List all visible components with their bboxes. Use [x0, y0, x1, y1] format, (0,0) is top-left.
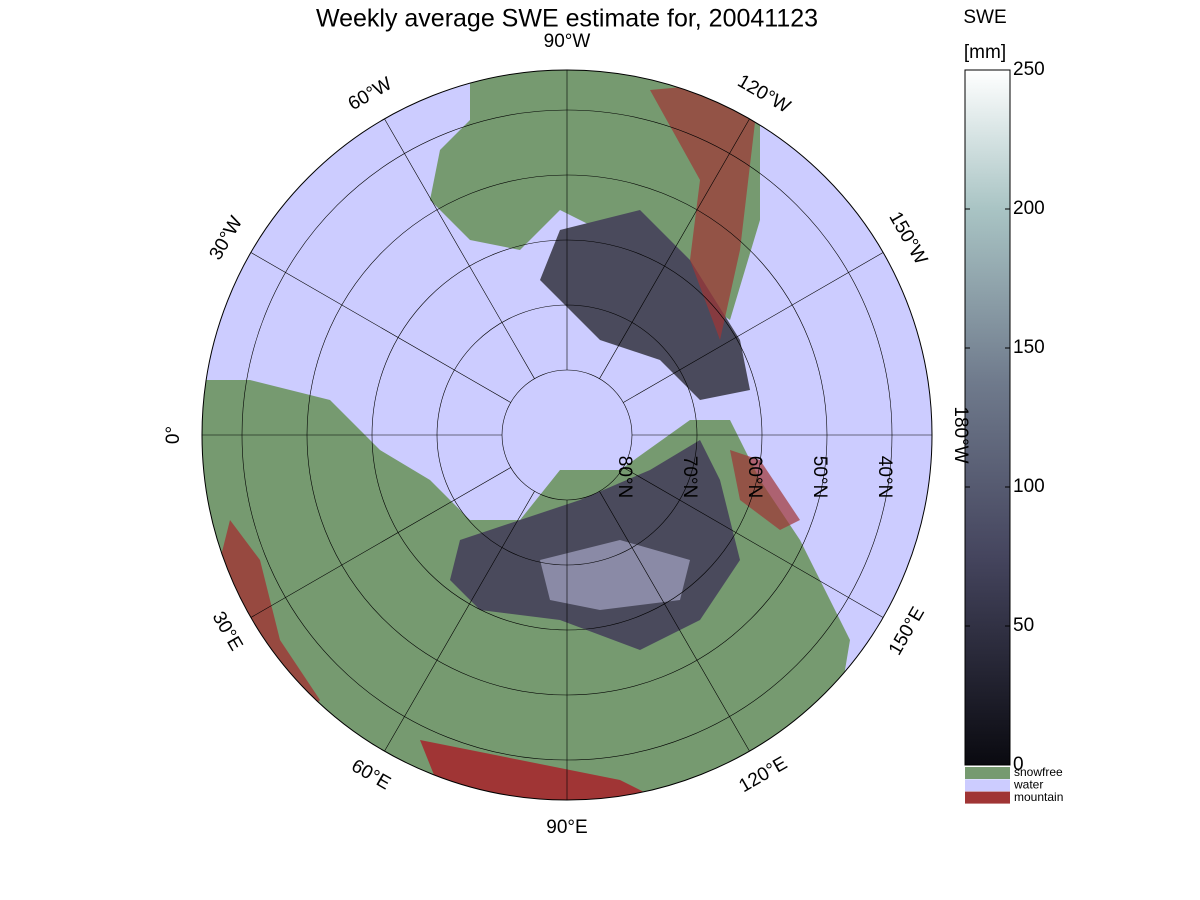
meridian-label: 60°W — [345, 73, 396, 115]
colorbar-tick-label: 150 — [1013, 337, 1045, 358]
legend-label: snowfree — [1014, 765, 1063, 779]
legend-swatch — [965, 767, 1010, 779]
meridian-label: 90°W — [544, 31, 591, 52]
parallel-label: 40°N — [874, 456, 895, 498]
meridian-label: 150°W — [884, 208, 931, 268]
colorbar-tick-label: 50 — [1013, 615, 1034, 636]
meridian — [599, 118, 750, 379]
colorbar-tick-label: 250 — [1013, 59, 1045, 80]
meridian-label: 150°E — [885, 603, 929, 659]
colorbar — [964, 69, 1011, 766]
meridian-label: 120°E — [735, 753, 791, 797]
meridian-label: 30°W — [205, 213, 247, 264]
meridian — [384, 491, 535, 752]
meridian — [250, 252, 511, 403]
parallel-label: 50°N — [809, 456, 830, 498]
meridian-label: 0° — [163, 426, 184, 444]
graticule — [202, 70, 932, 800]
parallel-label: 70°N — [679, 456, 700, 498]
colorbar-unit: [mm] — [964, 42, 1006, 63]
colorbar-tick-label: 0 — [1013, 754, 1024, 775]
meridian-label: 120°W — [734, 71, 794, 118]
parallel-label: 80°N — [614, 456, 635, 498]
map-title: Weekly average SWE estimate for, 2004112… — [316, 5, 818, 33]
colorbar-tick-label: 100 — [1013, 476, 1045, 497]
meridian-label: 30°E — [208, 608, 247, 654]
colorbar-label: SWE — [963, 7, 1006, 28]
legend-swatch — [965, 791, 1010, 804]
legend-swatch — [965, 779, 1010, 792]
meridian — [599, 491, 750, 752]
meridian-label: 90°E — [546, 817, 587, 838]
meridian-label: 60°E — [348, 755, 394, 794]
meridian — [623, 252, 884, 403]
meridian — [384, 118, 535, 379]
legend-label: mountain — [1014, 790, 1063, 804]
meridian-label: 180°W — [950, 406, 971, 463]
map-background — [202, 70, 932, 800]
legend-label: water — [1013, 777, 1043, 791]
meridian — [623, 467, 884, 618]
meridian — [250, 467, 511, 618]
colorbar-tick-label: 200 — [1013, 198, 1045, 219]
parallel-label: 60°N — [744, 456, 765, 498]
